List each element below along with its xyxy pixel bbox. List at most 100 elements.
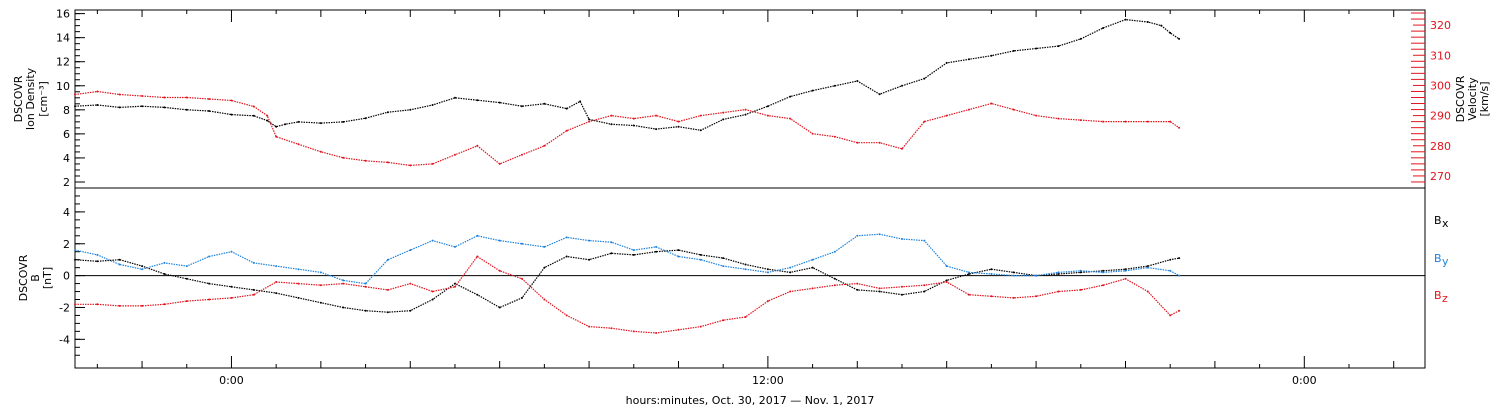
b-field-series-point	[252, 288, 255, 291]
b-field-series-point	[409, 282, 412, 285]
b-field-series-point	[498, 306, 501, 309]
velocity-series-point	[74, 93, 76, 96]
top-left-tick-label: 8	[63, 104, 70, 117]
ion-density-series-point	[297, 120, 300, 123]
ion-density-series-point	[476, 99, 479, 102]
velocity-series-point	[990, 102, 993, 105]
bottom-left-ylabel-2: B	[29, 274, 42, 282]
b-field-series-point	[990, 273, 993, 275]
velocity-series-line-0	[74, 90, 1180, 167]
velocity-series-point	[923, 120, 926, 123]
ion-density-series-point	[1079, 37, 1082, 40]
ion-density-series-point	[364, 117, 367, 120]
b-field-series-point	[1012, 271, 1015, 274]
velocity-series-point	[454, 153, 456, 156]
x-axis-label: hours:minutes, Oct. 30, 2017 — Nov. 1, 2…	[626, 394, 875, 407]
b-field-series-point	[342, 306, 345, 309]
b-field-series-point	[342, 279, 345, 282]
b-field-series-point	[878, 233, 881, 236]
bottom-left-tick-label: -2	[59, 301, 70, 314]
b-field-series-point	[1146, 266, 1149, 269]
velocity-series-point	[96, 90, 99, 93]
b-field-series-point	[789, 266, 792, 269]
velocity-series-point	[588, 120, 591, 123]
b-field-series-point	[431, 239, 434, 242]
b-field-series-point	[364, 285, 367, 288]
b-field-series-point	[96, 253, 99, 256]
b-field-series-point	[744, 263, 747, 266]
b-field-series-point	[476, 293, 479, 296]
b-field-series-point	[610, 252, 613, 255]
top-left-ylabel-3: [cm⁻³]	[37, 81, 50, 117]
b-field-series-point	[476, 255, 479, 258]
ion-density-series-point	[677, 125, 680, 128]
b-field-series-point	[1169, 258, 1172, 261]
ion-density-series-point	[185, 108, 188, 111]
b-field-series-point	[677, 249, 680, 252]
velocity-series-point	[833, 135, 836, 138]
b-field-series-point	[856, 282, 859, 285]
b-field-series-point	[386, 258, 389, 261]
b-field-series-point	[968, 273, 970, 275]
ion-density-series-point	[1057, 45, 1060, 48]
velocity-series-point	[185, 96, 188, 99]
ion-density-series-point	[431, 104, 434, 106]
ion-density-series-point	[579, 100, 582, 103]
ion-density-series-point	[789, 95, 792, 98]
ion-density-series-point	[744, 113, 747, 116]
b-field-series-point	[655, 250, 658, 253]
bottom-left-y-axis: -4 -2 0 2 4	[59, 195, 85, 356]
b-field-series-point	[677, 255, 680, 258]
b-field-series-point	[364, 282, 367, 285]
ion-density-series-point	[409, 108, 412, 111]
velocity-series-point	[1102, 120, 1105, 123]
ion-density-series-point	[811, 89, 814, 92]
ion-density-series-point	[454, 96, 456, 99]
ion-density-series-point	[856, 80, 859, 82]
velocity-series-point	[766, 114, 769, 117]
ion-density-series-point	[141, 105, 144, 108]
x-tick-label: 0:00	[1292, 374, 1317, 387]
velocity-series-point	[1124, 120, 1127, 123]
b-field-series-point	[431, 298, 434, 301]
b-field-series-point	[610, 327, 613, 330]
b-field-series-point	[789, 271, 792, 274]
ion-density-series-point	[722, 118, 725, 121]
top-right-tick-label: 270	[1430, 170, 1451, 183]
b-field-series-point	[565, 255, 568, 258]
b-field-series-point	[655, 332, 658, 334]
top-right-tick-label: 310	[1430, 49, 1451, 62]
ion-density-series-point	[96, 104, 99, 106]
velocity-series-point	[1146, 120, 1149, 123]
b-field-series-point	[454, 245, 456, 248]
b-field-series-point	[364, 309, 367, 312]
b-field-series-point	[319, 301, 322, 304]
ion-density-series-point	[163, 106, 166, 109]
b-field-series-point	[118, 263, 121, 266]
b-field-series-point	[945, 281, 948, 283]
b-field-series-point	[409, 249, 412, 252]
velocity-series-point	[968, 108, 970, 111]
b-field-series-point	[923, 290, 926, 293]
top-left-tick-label: 14	[56, 32, 70, 45]
velocity-series-point	[364, 159, 367, 162]
b-field-series-point	[945, 265, 948, 268]
top-right-ylabel-1: DSCOVR	[1454, 75, 1467, 122]
b-field-series-point	[319, 284, 322, 287]
b-field-series-point	[543, 266, 546, 269]
velocity-series-point	[521, 153, 523, 156]
velocity-series-point	[856, 141, 859, 144]
ion-density-series-point	[1012, 49, 1015, 52]
b-field-series-point	[141, 304, 144, 307]
ion-density-series-point	[543, 102, 546, 105]
ion-density-series-point	[632, 124, 635, 127]
b-field-series-point	[1178, 274, 1181, 277]
top-left-tick-label: 2	[63, 176, 70, 189]
b-field-series-point	[1178, 309, 1181, 312]
top-right-tick-label: 290	[1430, 110, 1451, 123]
b-field-series-point	[856, 288, 859, 291]
velocity-series-point	[275, 135, 278, 138]
